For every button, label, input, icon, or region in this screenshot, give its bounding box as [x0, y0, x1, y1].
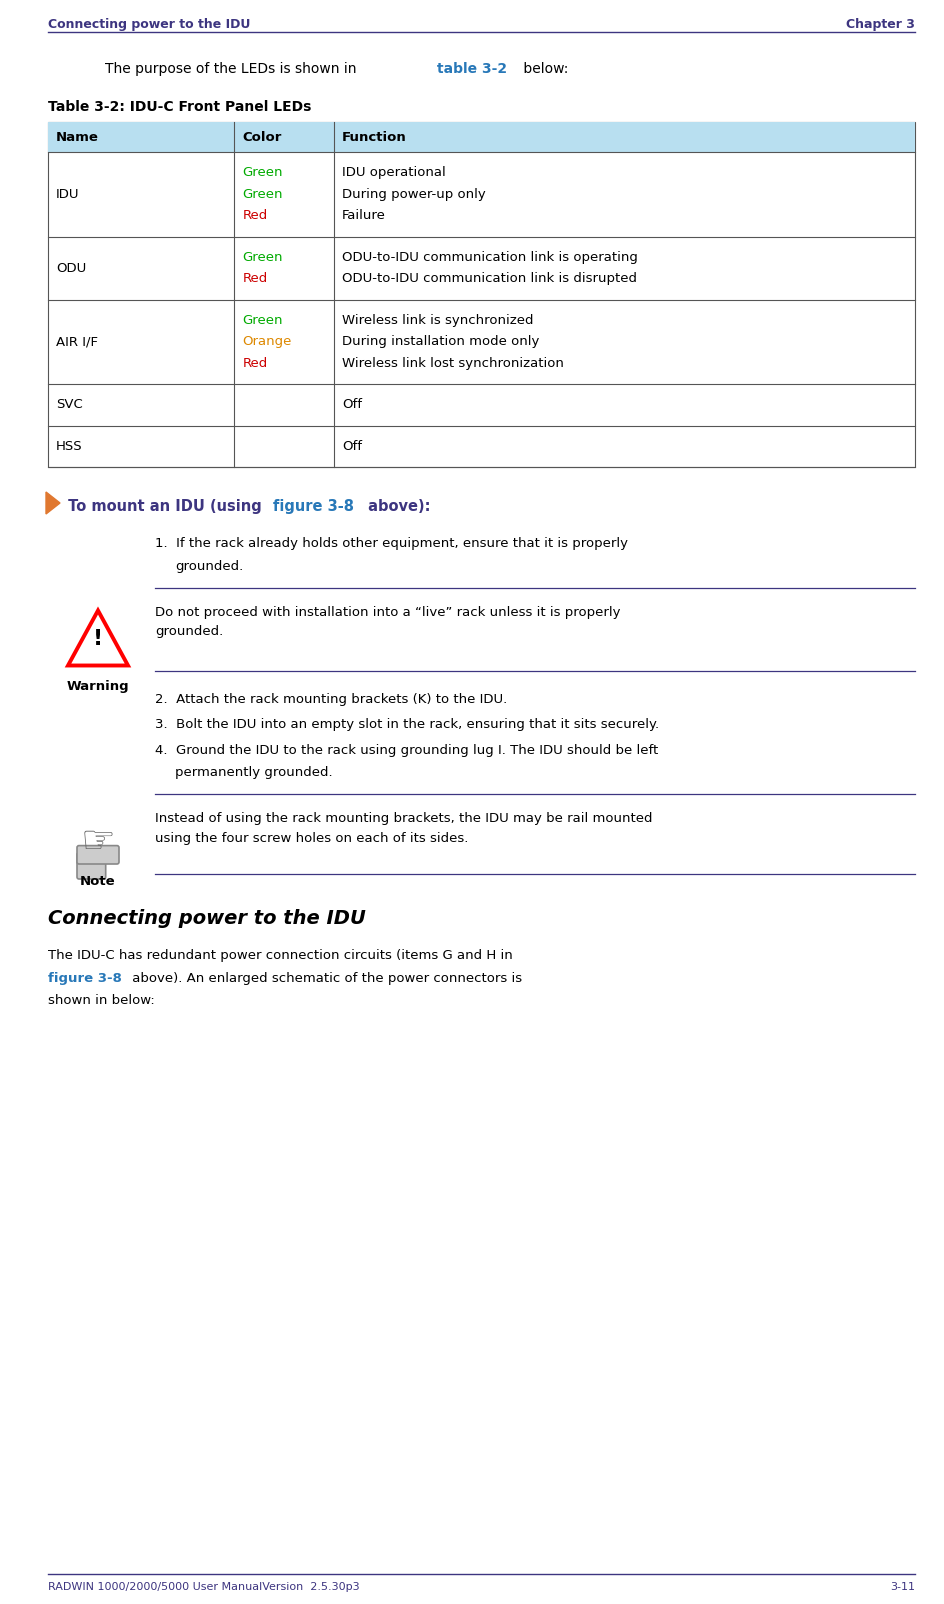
Text: shown in below:: shown in below:	[48, 994, 155, 1007]
Text: Warning: Warning	[67, 680, 129, 693]
Text: The purpose of the LEDs is shown in: The purpose of the LEDs is shown in	[105, 63, 361, 75]
Text: Do not proceed with installation into a “live” rack unless it is properly
ground: Do not proceed with installation into a …	[155, 605, 620, 638]
Text: figure 3-8: figure 3-8	[273, 499, 354, 513]
Bar	[48, 122, 914, 467]
Text: Connecting power to the IDU: Connecting power to the IDU	[48, 18, 250, 30]
Text: Off: Off	[342, 398, 362, 411]
Text: Green: Green	[243, 188, 282, 200]
Text: 1.  If the rack already holds other equipment, ensure that it is properly: 1. If the rack already holds other equip…	[155, 537, 628, 550]
Text: ODU-to-IDU communication link is operating: ODU-to-IDU communication link is operati…	[342, 250, 637, 263]
Text: Red: Red	[243, 356, 267, 371]
Text: SVC: SVC	[56, 398, 83, 411]
Text: Instead of using the rack mounting brackets, the IDU may be rail mounted
using t: Instead of using the rack mounting brack…	[155, 812, 651, 844]
Text: above). An enlarged schematic of the power connectors is: above). An enlarged schematic of the pow…	[127, 972, 522, 985]
Text: Red: Red	[243, 209, 267, 223]
Text: AIR I/F: AIR I/F	[56, 335, 98, 348]
Text: RADWIN 1000/2000/5000 User ManualVersion  2.5.30p3: RADWIN 1000/2000/5000 User ManualVersion…	[48, 1582, 360, 1593]
Text: Orange: Orange	[243, 335, 292, 348]
FancyBboxPatch shape	[76, 845, 119, 865]
Text: Green: Green	[243, 167, 282, 180]
Text: 3.  Bolt the IDU into an empty slot in the rack, ensuring that it sits securely.: 3. Bolt the IDU into an empty slot in th…	[155, 719, 658, 731]
Text: IDU: IDU	[56, 188, 79, 200]
Text: Red: Red	[243, 273, 267, 286]
Text: 4.  Ground the IDU to the rack using grounding lug I. The IDU should be left: 4. Ground the IDU to the rack using grou…	[155, 744, 658, 757]
Text: The IDU-C has redundant power connection circuits (items G and H in: The IDU-C has redundant power connection…	[48, 950, 513, 962]
Text: Off: Off	[342, 439, 362, 452]
Polygon shape	[46, 492, 59, 513]
Text: During power-up only: During power-up only	[342, 188, 485, 200]
Text: To mount an IDU (using: To mount an IDU (using	[63, 499, 266, 513]
Text: Note: Note	[80, 876, 116, 889]
Text: Table 3-2: IDU-C Front Panel LEDs: Table 3-2: IDU-C Front Panel LEDs	[48, 99, 311, 114]
FancyBboxPatch shape	[76, 853, 106, 879]
Text: Connecting power to the IDU: Connecting power to the IDU	[48, 909, 365, 929]
Text: permanently grounded.: permanently grounded.	[175, 767, 332, 780]
Text: ☞: ☞	[80, 823, 115, 861]
Polygon shape	[68, 611, 127, 666]
Text: Green: Green	[243, 250, 282, 263]
Text: above):: above):	[362, 499, 430, 513]
Text: figure 3-8: figure 3-8	[48, 972, 122, 985]
Text: During installation mode only: During installation mode only	[342, 335, 539, 348]
Text: Function: Function	[342, 130, 407, 143]
Text: Green: Green	[243, 314, 282, 327]
Text: Chapter 3: Chapter 3	[845, 18, 914, 30]
Text: !: !	[93, 629, 103, 650]
Text: HSS: HSS	[56, 439, 82, 452]
Text: Color: Color	[243, 130, 281, 143]
Text: ODU: ODU	[56, 261, 86, 274]
Bar	[48, 122, 914, 152]
Text: IDU operational: IDU operational	[342, 167, 446, 180]
Text: Wireless link is synchronized: Wireless link is synchronized	[342, 314, 533, 327]
Text: Wireless link lost synchronization: Wireless link lost synchronization	[342, 356, 564, 371]
Text: ODU-to-IDU communication link is disrupted: ODU-to-IDU communication link is disrupt…	[342, 273, 636, 286]
Text: grounded.: grounded.	[175, 560, 243, 573]
Text: 2.  Attach the rack mounting brackets (K) to the IDU.: 2. Attach the rack mounting brackets (K)…	[155, 693, 507, 706]
Text: Failure: Failure	[342, 209, 385, 223]
Text: table 3-2: table 3-2	[436, 63, 507, 75]
Text: 3-11: 3-11	[889, 1582, 914, 1593]
Text: Name: Name	[56, 130, 99, 143]
Text: below:: below:	[518, 63, 567, 75]
